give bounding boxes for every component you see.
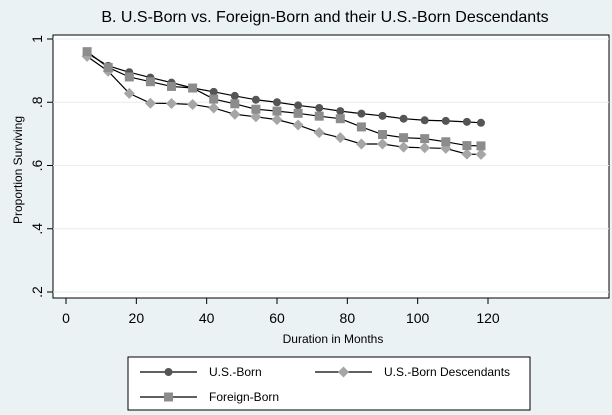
data-point-foreign-born bbox=[209, 94, 219, 104]
data-point-u-s-born bbox=[251, 95, 260, 104]
data-point-u-s-born-descendants bbox=[187, 98, 199, 110]
data-point-u-s-born-descendants bbox=[292, 119, 304, 131]
chart-title: B. U.S-Born vs. Foreign-Born and their U… bbox=[101, 9, 548, 26]
data-point-u-s-born bbox=[462, 117, 471, 126]
gridlines bbox=[53, 38, 609, 293]
data-point-u-s-born-descendants bbox=[355, 138, 367, 150]
legend-label: Foreign-Born bbox=[209, 390, 279, 404]
data-point-u-s-born bbox=[357, 109, 366, 118]
data-point-foreign-born bbox=[188, 83, 198, 93]
data-point-u-s-born-descendants bbox=[208, 102, 220, 114]
data-point-foreign-born bbox=[145, 77, 155, 87]
data-point-u-s-born-descendants bbox=[123, 87, 135, 99]
y-tick-label: .6 bbox=[29, 159, 45, 171]
x-tick-label: 60 bbox=[269, 310, 285, 326]
data-point-u-s-born-descendants bbox=[166, 98, 177, 110]
data-point-foreign-born bbox=[378, 130, 387, 140]
data-point-foreign-born bbox=[167, 81, 176, 91]
y-tick-label: 1 bbox=[29, 35, 45, 43]
y-tick-label: .4 bbox=[29, 223, 45, 235]
data-point-foreign-born bbox=[335, 114, 345, 124]
legend-box bbox=[127, 356, 531, 411]
data-point-foreign-born bbox=[441, 137, 451, 147]
data-point-u-s-born-descendants bbox=[419, 142, 431, 154]
data-point-u-s-born-descendants bbox=[313, 127, 325, 139]
legend-item-u-s-born: U.S.-Born bbox=[140, 365, 262, 379]
x-tick-label: 20 bbox=[129, 310, 145, 326]
data-point-foreign-born bbox=[314, 111, 324, 121]
data-point-u-s-born bbox=[209, 87, 218, 96]
data-point-u-s-born-descendants bbox=[334, 132, 346, 144]
legend-marker bbox=[164, 392, 173, 402]
legend-item-u-s-born-descendants: U.S.-Born Descendants bbox=[315, 365, 510, 379]
data-point-foreign-born bbox=[230, 99, 240, 109]
data-point-u-s-born bbox=[315, 103, 324, 112]
data-point-foreign-born bbox=[272, 106, 282, 116]
data-point-u-s-born-descendants bbox=[475, 148, 487, 160]
data-point-foreign-born bbox=[476, 141, 486, 151]
data-point-u-s-born bbox=[294, 101, 303, 110]
data-point-u-s-born bbox=[441, 116, 450, 125]
legend-marker bbox=[164, 368, 173, 376]
data-point-foreign-born bbox=[356, 122, 366, 132]
data-point-u-s-born-descendants bbox=[377, 138, 388, 150]
data-point-u-s-born bbox=[420, 116, 429, 125]
data-point-u-s-born-descendants bbox=[229, 108, 241, 120]
legend-label: U.S.-Born bbox=[209, 365, 262, 379]
legend-items: U.S.-Born U.S.-Born Descendants Foreign-Bo… bbox=[140, 365, 510, 404]
data-point-u-s-born-descendants bbox=[271, 114, 283, 126]
x-axis: 0 20 40 60 80 100 120 bbox=[62, 298, 500, 326]
legend: U.S.-Born U.S.-Born Descendants Foreign-Bo… bbox=[127, 356, 531, 411]
series-u-s-born-descendants bbox=[81, 50, 487, 160]
y-axis-label: Proportion Surviving bbox=[11, 116, 25, 224]
data-point-foreign-born bbox=[103, 62, 113, 72]
x-axis-label: Duration in Months bbox=[283, 332, 384, 346]
data-point-u-s-born-descendants bbox=[144, 97, 156, 109]
data-point-u-s-born bbox=[230, 91, 239, 100]
data-point-foreign-born bbox=[420, 134, 430, 144]
data-point-u-s-born bbox=[273, 98, 281, 107]
data-point-u-s-born bbox=[476, 118, 485, 127]
y-tick-label: .2 bbox=[29, 286, 45, 298]
data-point-foreign-born bbox=[293, 108, 303, 118]
legend-marker bbox=[338, 366, 349, 378]
x-tick-label: 80 bbox=[340, 310, 356, 326]
x-tick-label: 120 bbox=[476, 310, 500, 326]
data-point-u-s-born bbox=[399, 114, 408, 123]
data-point-foreign-born bbox=[82, 47, 92, 57]
data-point-u-s-born-descendants bbox=[250, 111, 262, 123]
data-point-foreign-born bbox=[399, 133, 409, 143]
legend-item-foreign-born: Foreign-Born bbox=[140, 390, 279, 404]
legend-label: U.S.-Born Descendants bbox=[384, 365, 510, 379]
x-tick-label: 40 bbox=[199, 310, 215, 326]
x-tick-label: 100 bbox=[406, 310, 430, 326]
data-point-u-s-born-descendants bbox=[398, 141, 410, 153]
data-point-foreign-born bbox=[124, 72, 134, 82]
series-foreign-born bbox=[82, 47, 486, 151]
data-point-foreign-born bbox=[251, 104, 261, 114]
data-point-u-s-born-descendants bbox=[461, 148, 473, 160]
data-point-u-s-born bbox=[336, 107, 345, 116]
y-tick-label: .8 bbox=[29, 96, 45, 108]
data-point-foreign-born bbox=[462, 141, 472, 151]
data-point-u-s-born bbox=[378, 111, 387, 120]
series-layer bbox=[81, 47, 487, 160]
x-tick-label: 0 bbox=[62, 310, 70, 326]
y-axis: .2 .4 .6 .8 1 bbox=[29, 35, 53, 298]
plot-area bbox=[52, 34, 610, 299]
